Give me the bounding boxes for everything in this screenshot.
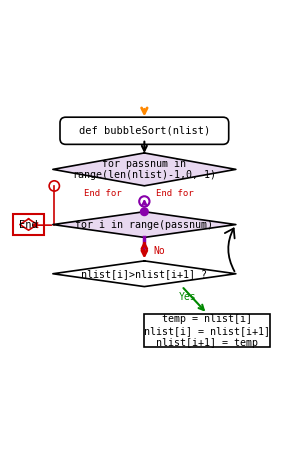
- Polygon shape: [53, 212, 236, 238]
- Text: for i in range(passnum): for i in range(passnum): [75, 219, 213, 229]
- Polygon shape: [53, 261, 236, 287]
- FancyBboxPatch shape: [60, 117, 229, 144]
- Bar: [144, 315, 270, 347]
- Text: nlist[i]>nlist[i+1] ?: nlist[i]>nlist[i+1] ?: [81, 269, 207, 279]
- Text: temp = nlist[i]
nlist[i] = nlist[i+1]
nlist[i+1] = temp: temp = nlist[i] nlist[i] = nlist[i+1] nl…: [144, 314, 270, 347]
- Text: End for: End for: [156, 189, 193, 198]
- Text: End for: End for: [84, 189, 122, 198]
- Text: def bubbleSort(nlist): def bubbleSort(nlist): [79, 126, 210, 136]
- Text: No: No: [153, 246, 165, 256]
- Text: Yes: Yes: [179, 292, 196, 302]
- Text: End: End: [19, 219, 38, 229]
- Circle shape: [141, 208, 148, 216]
- Bar: [13, 214, 44, 235]
- Polygon shape: [53, 153, 236, 186]
- Text: for passnum in
range(len(nlist)-1,0,-1): for passnum in range(len(nlist)-1,0,-1): [72, 159, 216, 180]
- FancyArrowPatch shape: [225, 228, 235, 271]
